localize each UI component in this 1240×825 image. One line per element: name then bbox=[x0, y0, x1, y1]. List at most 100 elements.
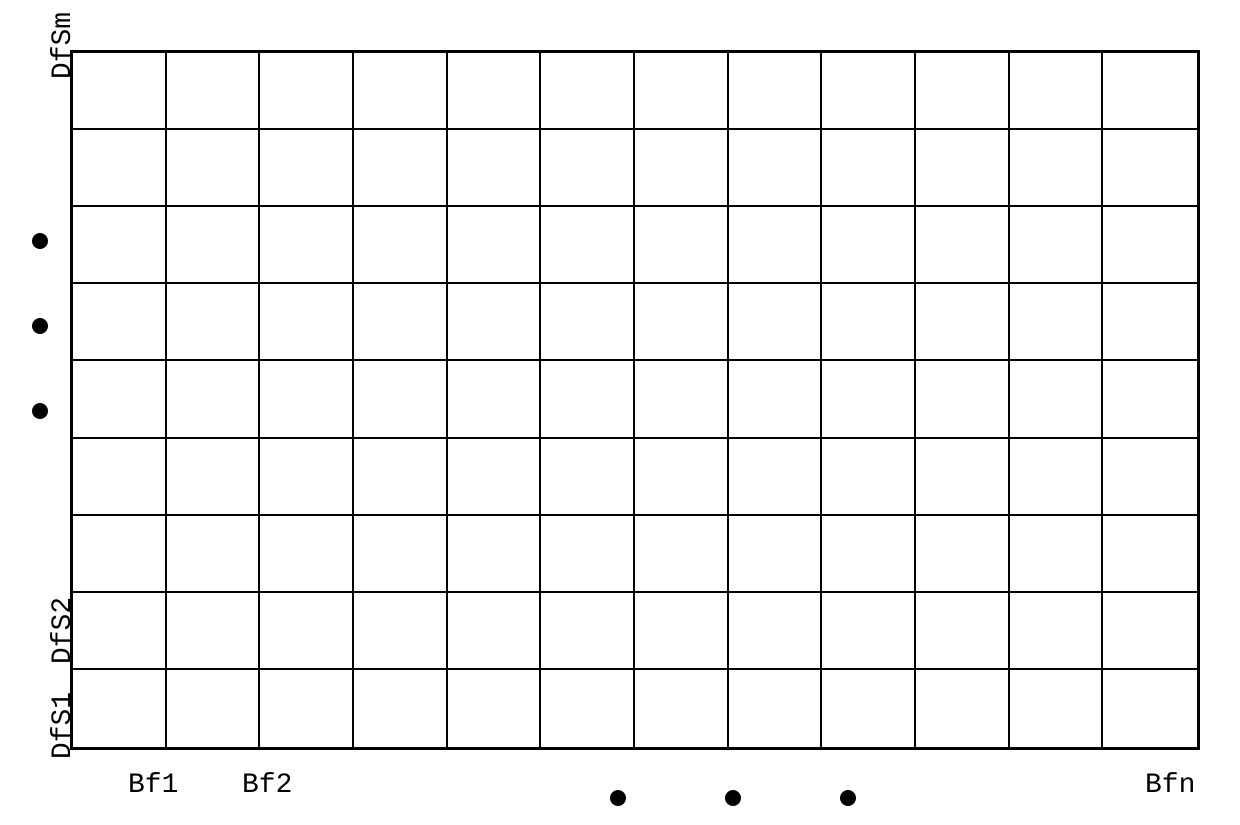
grid-cell bbox=[448, 130, 542, 207]
grid-cell bbox=[448, 670, 542, 747]
grid-cell bbox=[729, 284, 823, 361]
grid-cell bbox=[541, 53, 635, 130]
grid-cells bbox=[73, 53, 1197, 747]
grid-cell bbox=[167, 284, 261, 361]
grid-cell bbox=[635, 207, 729, 284]
grid-cell bbox=[635, 516, 729, 593]
grid-cell bbox=[354, 593, 448, 670]
grid-cell bbox=[73, 361, 167, 438]
grid-cell bbox=[167, 516, 261, 593]
diagram-container bbox=[70, 50, 1200, 750]
grid-cell bbox=[1103, 516, 1197, 593]
grid-cell bbox=[635, 439, 729, 516]
grid-cell bbox=[260, 593, 354, 670]
grid-cell bbox=[260, 439, 354, 516]
grid-cell bbox=[541, 207, 635, 284]
grid-cell bbox=[729, 53, 823, 130]
x-axis-label-bfn: Bfn bbox=[1145, 770, 1195, 801]
grid-cell bbox=[822, 53, 916, 130]
grid-cell bbox=[916, 284, 1010, 361]
grid-cell bbox=[73, 284, 167, 361]
grid-cell bbox=[1103, 284, 1197, 361]
grid-cell bbox=[822, 207, 916, 284]
grid-cell bbox=[729, 439, 823, 516]
grid-cell bbox=[448, 207, 542, 284]
grid-cell bbox=[635, 130, 729, 207]
grid-cell bbox=[260, 361, 354, 438]
grid-cell bbox=[822, 284, 916, 361]
grid-cell bbox=[354, 207, 448, 284]
grid-cell bbox=[448, 53, 542, 130]
grid-cell bbox=[1010, 207, 1104, 284]
grid-cell bbox=[73, 207, 167, 284]
grid-cell bbox=[1010, 53, 1104, 130]
grid-cell bbox=[260, 130, 354, 207]
grid-cell bbox=[260, 670, 354, 747]
grid-cell bbox=[73, 439, 167, 516]
grid-cell bbox=[1010, 130, 1104, 207]
grid-cell bbox=[354, 53, 448, 130]
grid-cell bbox=[541, 439, 635, 516]
grid-cell bbox=[916, 53, 1010, 130]
grid-cell bbox=[354, 439, 448, 516]
grid-cell bbox=[1103, 670, 1197, 747]
grid-cell bbox=[167, 361, 261, 438]
x-axis-ellipsis-dot bbox=[840, 790, 856, 806]
grid-cell bbox=[73, 670, 167, 747]
grid-cell bbox=[448, 284, 542, 361]
grid-cell bbox=[260, 207, 354, 284]
grid-cell bbox=[167, 207, 261, 284]
y-axis-label-dfs1: DfS1 bbox=[48, 692, 79, 759]
grid-cell bbox=[916, 593, 1010, 670]
y-axis-ellipsis-dot bbox=[32, 318, 48, 334]
grid-cell bbox=[448, 361, 542, 438]
grid-cell bbox=[260, 53, 354, 130]
y-axis-label-dfs2: DfS2 bbox=[48, 597, 79, 664]
grid-cell bbox=[260, 516, 354, 593]
grid-cell bbox=[1010, 361, 1104, 438]
grid-cell bbox=[354, 284, 448, 361]
grid-cell bbox=[822, 670, 916, 747]
grid-cell bbox=[260, 284, 354, 361]
grid-cell bbox=[635, 284, 729, 361]
grid-cell bbox=[541, 593, 635, 670]
grid-cell bbox=[354, 670, 448, 747]
x-axis-ellipsis-dot bbox=[610, 790, 626, 806]
grid-cell bbox=[916, 130, 1010, 207]
x-axis-ellipsis-dot bbox=[725, 790, 741, 806]
grid-cell bbox=[167, 439, 261, 516]
grid-cell bbox=[1010, 516, 1104, 593]
grid-cell bbox=[1010, 439, 1104, 516]
grid-cell bbox=[1103, 53, 1197, 130]
grid-cell bbox=[916, 439, 1010, 516]
grid-cell bbox=[1103, 207, 1197, 284]
grid-cell bbox=[729, 207, 823, 284]
grid-cell bbox=[73, 130, 167, 207]
grid-cell bbox=[354, 516, 448, 593]
grid-cell bbox=[916, 361, 1010, 438]
grid-cell bbox=[167, 130, 261, 207]
grid-cell bbox=[635, 361, 729, 438]
grid-cell bbox=[1103, 130, 1197, 207]
grid-cell bbox=[541, 284, 635, 361]
grid-cell bbox=[448, 593, 542, 670]
grid-cell bbox=[167, 670, 261, 747]
grid-cell bbox=[541, 130, 635, 207]
x-axis-label-bf1: Bf1 bbox=[128, 770, 178, 801]
x-axis-label-bf2: Bf2 bbox=[242, 770, 292, 801]
grid-cell bbox=[916, 207, 1010, 284]
grid-cell bbox=[822, 593, 916, 670]
grid-cell bbox=[541, 361, 635, 438]
grid-cell bbox=[73, 593, 167, 670]
grid-cell bbox=[635, 670, 729, 747]
grid-cell bbox=[354, 130, 448, 207]
y-axis-ellipsis-dot bbox=[32, 233, 48, 249]
grid-cell bbox=[541, 670, 635, 747]
grid-cell bbox=[448, 439, 542, 516]
y-axis-ellipsis-dot bbox=[32, 403, 48, 419]
grid-cell bbox=[822, 361, 916, 438]
grid-cell bbox=[635, 53, 729, 130]
grid-cell bbox=[354, 361, 448, 438]
grid-cell bbox=[635, 593, 729, 670]
y-axis-label-dfsm: DfSm bbox=[48, 12, 79, 79]
